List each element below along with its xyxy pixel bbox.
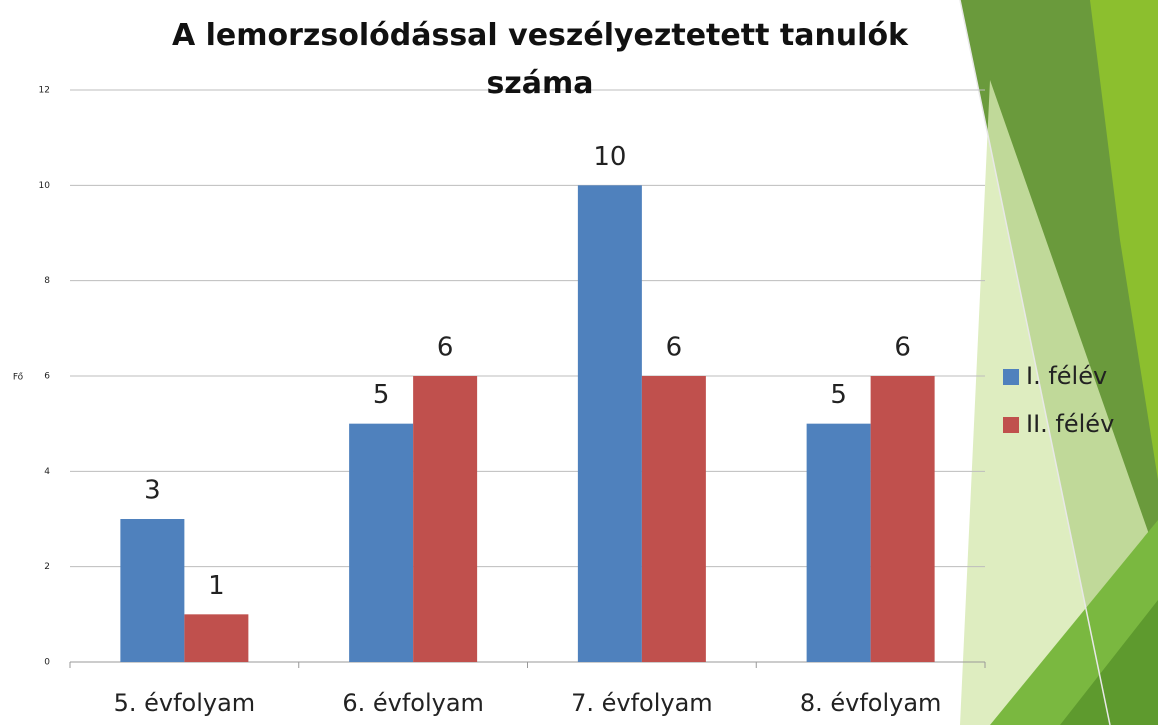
value-label: 1	[208, 571, 225, 601]
value-label: 3	[144, 476, 161, 506]
value-label: 5	[373, 380, 390, 410]
value-label: 5	[830, 380, 847, 410]
value-label: 10	[593, 142, 626, 172]
bar	[120, 519, 185, 662]
y-tick-label: 12	[39, 86, 50, 96]
y-tick-label: 8	[44, 276, 50, 286]
bar	[870, 376, 935, 662]
legend-label: I. félév	[1026, 362, 1107, 390]
legend-swatch	[1003, 369, 1019, 385]
bar	[577, 185, 642, 663]
bar	[349, 423, 414, 662]
y-tick-label: 4	[44, 467, 50, 477]
y-tick-label: 10	[39, 181, 51, 191]
chart-title: A lemorzsolódással veszélyeztetett tanul…	[171, 18, 909, 101]
bar	[413, 376, 478, 662]
value-label: 6	[894, 333, 911, 363]
x-tick-label: 7. évfolyam	[571, 689, 713, 717]
y-tick-label: 0	[44, 658, 50, 668]
bar	[806, 423, 871, 662]
legend-label: II. félév	[1026, 410, 1114, 438]
x-tick-label: 6. évfolyam	[342, 689, 484, 717]
decoration	[959, 0, 1158, 725]
y-tick-label: 2	[44, 562, 50, 572]
legend-swatch	[1003, 417, 1019, 433]
y-tick-label: 6	[44, 372, 50, 382]
x-tick-label: 5. évfolyam	[114, 689, 256, 717]
x-tick-label: 8. évfolyam	[800, 689, 942, 717]
bar	[641, 376, 706, 662]
bar	[184, 614, 249, 662]
y-axis-label: Fő	[13, 373, 24, 383]
value-label: 6	[437, 333, 454, 363]
value-label: 6	[666, 333, 683, 363]
